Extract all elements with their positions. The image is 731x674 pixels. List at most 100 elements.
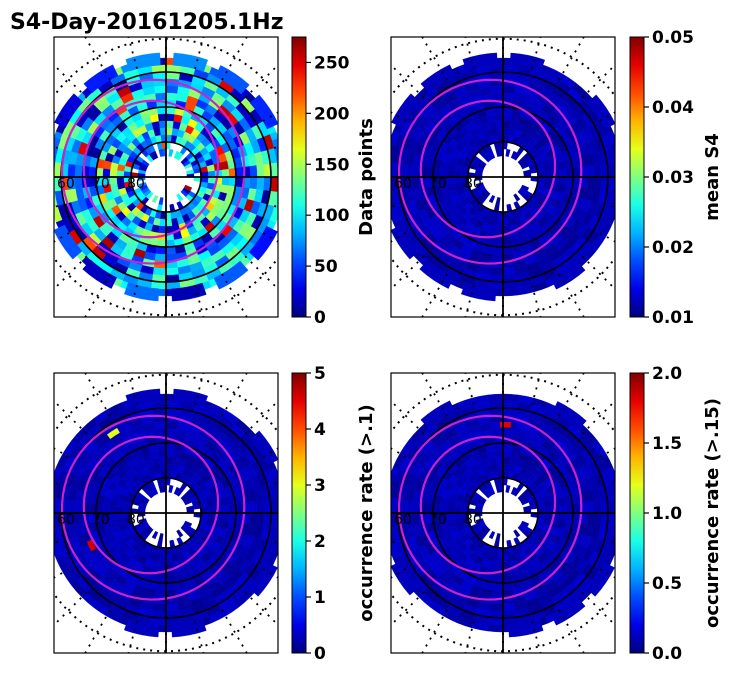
colorbar-label: occurrence rate (>.15) bbox=[702, 398, 723, 628]
dotted-spoke bbox=[244, 63, 278, 99]
heatmap-cell bbox=[460, 282, 497, 302]
colorbar-tick-label: 1 bbox=[314, 588, 326, 608]
heatmap-cell bbox=[165, 120, 174, 129]
heatmap-cell bbox=[83, 64, 119, 94]
heatmap-cell bbox=[411, 512, 420, 526]
heatmap-cell bbox=[123, 282, 160, 302]
colorbar-tick-label: 2.0 bbox=[652, 364, 682, 384]
heatmap-cell bbox=[496, 218, 504, 227]
heatmap-cell bbox=[502, 428, 515, 437]
colorbar-label: occurrence rate (>.1) bbox=[356, 404, 377, 621]
dotted-spoke bbox=[391, 111, 407, 122]
heatmap-cell bbox=[165, 127, 173, 136]
polar-plot: 60 70 80 bbox=[54, 37, 278, 317]
colorbar-tick-label: 0.0 bbox=[652, 644, 682, 664]
heatmap-cell bbox=[446, 505, 455, 514]
heatmap-cell bbox=[158, 456, 167, 465]
heatmap-cell bbox=[249, 164, 258, 178]
heatmap-cell bbox=[592, 499, 602, 514]
dotted-spoke bbox=[54, 541, 59, 544]
heatmap-cell bbox=[183, 520, 193, 528]
heatmap-cell bbox=[608, 183, 615, 218]
heatmap-cell bbox=[116, 170, 125, 178]
heatmap-cell bbox=[391, 224, 420, 260]
colorbar-tick-label: 2 bbox=[314, 532, 326, 552]
heatmap-cell bbox=[502, 602, 517, 612]
heatmap-cell bbox=[491, 253, 504, 262]
heatmap-cell bbox=[550, 596, 586, 626]
heatmap-cell bbox=[495, 456, 504, 465]
heatmap-cell bbox=[502, 287, 519, 297]
dotted-spoke bbox=[54, 482, 59, 485]
heatmap-cell bbox=[482, 191, 491, 200]
heatmap-cell bbox=[523, 505, 531, 511]
heatmap-cell bbox=[158, 485, 164, 493]
dotted-spoke bbox=[581, 591, 615, 627]
dotted-spoke bbox=[194, 37, 205, 70]
colorbar bbox=[629, 36, 645, 318]
colorbar-tick-label: 50 bbox=[314, 257, 338, 277]
heatmap-cell bbox=[489, 266, 504, 276]
heatmap-cell bbox=[255, 163, 265, 178]
heatmap-cell bbox=[509, 52, 546, 72]
heatmap-cell bbox=[544, 176, 553, 184]
heatmap-cell bbox=[165, 421, 179, 430]
dotted-spoke bbox=[464, 37, 475, 70]
heatmap-cell bbox=[165, 85, 179, 94]
colorbar-tick-label: 0.04 bbox=[652, 98, 694, 118]
heatmap-cell bbox=[255, 176, 265, 191]
heatmap-cell bbox=[249, 430, 278, 466]
dotted-spoke bbox=[54, 232, 70, 243]
heatmap-cell bbox=[183, 184, 193, 192]
heatmap-cell bbox=[520, 184, 530, 192]
heatmap-cell bbox=[491, 428, 504, 437]
heatmap-cell bbox=[502, 225, 511, 234]
heatmap-hotspot bbox=[499, 421, 512, 428]
colorbar-tick-label: 0.5 bbox=[652, 574, 682, 594]
heatmap-cell bbox=[491, 589, 504, 598]
heatmap-cell bbox=[145, 154, 154, 163]
heatmap-cell bbox=[482, 490, 491, 499]
heatmap-cell bbox=[558, 512, 567, 522]
heatmap-cell bbox=[411, 164, 420, 178]
dotted-spoke bbox=[558, 37, 585, 81]
heatmap-cell bbox=[391, 472, 398, 507]
dotted-spoke bbox=[127, 373, 138, 406]
heatmap-cell bbox=[172, 388, 209, 408]
heatmap-cell bbox=[165, 92, 178, 101]
dotted-spoke bbox=[54, 63, 88, 99]
latitude-label: 60 bbox=[57, 176, 75, 192]
heatmap-cell bbox=[420, 400, 456, 430]
heatmap-cell bbox=[510, 486, 518, 496]
dotted-spoke bbox=[391, 447, 407, 458]
heatmap-cell bbox=[159, 218, 167, 227]
colorbar-label: Data points bbox=[356, 118, 377, 236]
heatmap-cell bbox=[551, 401, 587, 431]
dotted-spoke bbox=[54, 447, 70, 458]
heatmap-cell bbox=[255, 512, 265, 527]
latitude-label: 80 bbox=[464, 512, 482, 528]
dotted-spoke bbox=[531, 620, 542, 653]
heatmap-cell bbox=[158, 120, 167, 129]
dotted-spoke bbox=[194, 373, 205, 406]
latitude-label: 60 bbox=[57, 512, 75, 528]
heatmap-cell bbox=[249, 500, 258, 514]
heatmap-cell bbox=[145, 490, 154, 499]
latitude-label: 60 bbox=[394, 512, 412, 528]
dotted-spoke bbox=[84, 273, 111, 317]
dotted-spoke bbox=[558, 273, 585, 317]
dotted-spoke bbox=[421, 37, 448, 81]
heatmap-cell bbox=[109, 512, 118, 521]
colorbar-tick-label: 0.02 bbox=[652, 238, 694, 258]
heatmap-cell bbox=[495, 225, 504, 234]
colorbar bbox=[629, 372, 645, 654]
dotted-spoke bbox=[464, 284, 475, 317]
heatmap-cell bbox=[249, 176, 258, 190]
heatmap-cell bbox=[173, 150, 181, 160]
heatmap-cell bbox=[249, 94, 278, 130]
dotted-spoke bbox=[54, 399, 88, 435]
dotted-spoke bbox=[599, 447, 615, 458]
axes-frame bbox=[390, 36, 616, 318]
dotted-spoke bbox=[54, 111, 70, 122]
heatmap-cell bbox=[173, 486, 181, 496]
